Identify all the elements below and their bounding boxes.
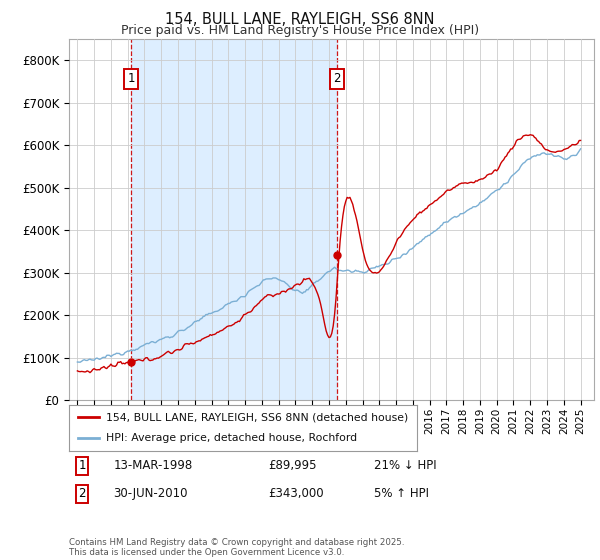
Text: 1: 1 [79, 459, 86, 473]
Text: 2: 2 [334, 72, 341, 86]
Text: £343,000: £343,000 [269, 487, 324, 501]
Text: Price paid vs. HM Land Registry's House Price Index (HPI): Price paid vs. HM Land Registry's House … [121, 24, 479, 37]
Text: 154, BULL LANE, RAYLEIGH, SS6 8NN: 154, BULL LANE, RAYLEIGH, SS6 8NN [165, 12, 435, 27]
Text: 21% ↓ HPI: 21% ↓ HPI [373, 459, 436, 473]
Text: 5% ↑ HPI: 5% ↑ HPI [373, 487, 428, 501]
Text: £89,995: £89,995 [269, 459, 317, 473]
Text: 154, BULL LANE, RAYLEIGH, SS6 8NN (detached house): 154, BULL LANE, RAYLEIGH, SS6 8NN (detac… [106, 412, 408, 422]
Text: Contains HM Land Registry data © Crown copyright and database right 2025.
This d: Contains HM Land Registry data © Crown c… [69, 538, 404, 557]
Text: 1: 1 [127, 72, 135, 86]
Text: 2: 2 [79, 487, 86, 501]
Text: 13-MAR-1998: 13-MAR-1998 [113, 459, 193, 473]
Text: HPI: Average price, detached house, Rochford: HPI: Average price, detached house, Roch… [106, 433, 356, 444]
Text: 30-JUN-2010: 30-JUN-2010 [113, 487, 188, 501]
Bar [131, 39, 337, 400]
